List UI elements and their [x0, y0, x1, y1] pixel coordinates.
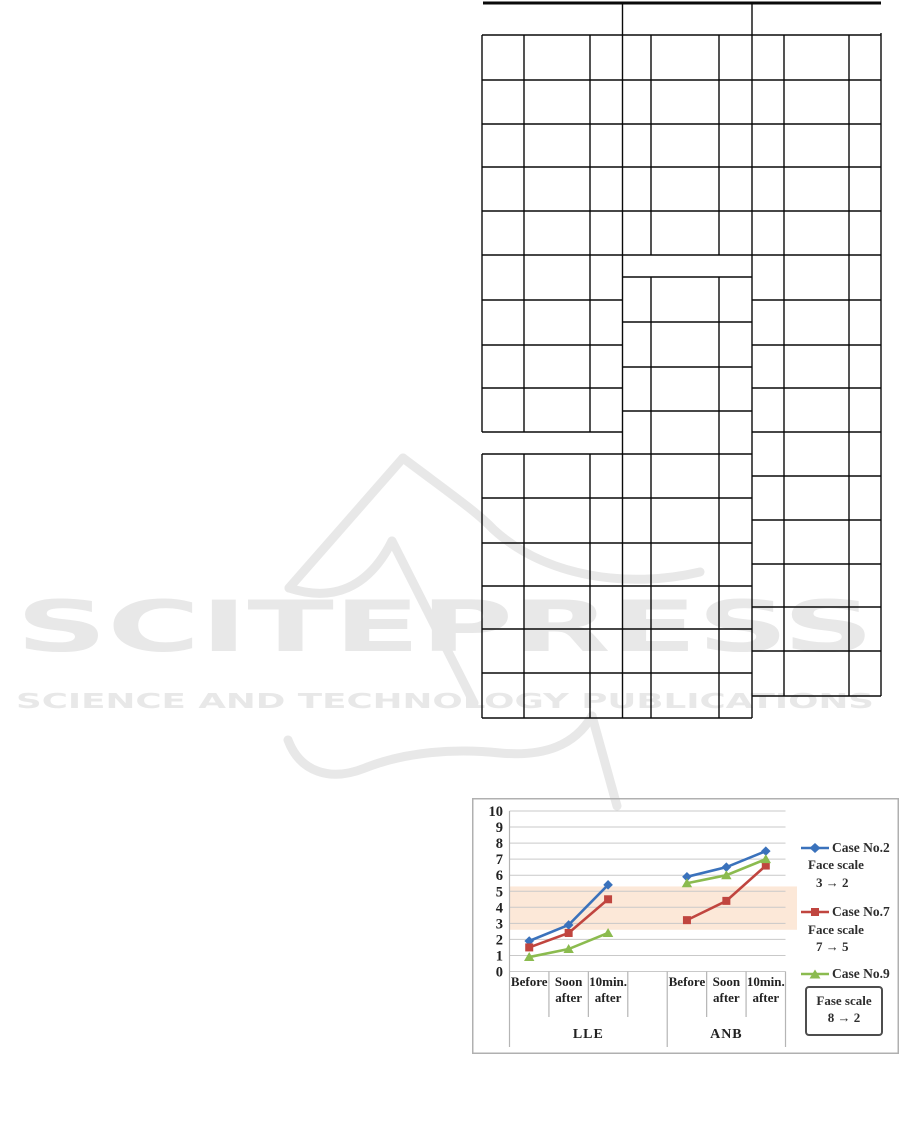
- svg-text:0: 0: [496, 965, 503, 981]
- legend-note: 7 → 5: [816, 939, 849, 954]
- legend-line-diamond-icon: [801, 843, 829, 853]
- svg-text:8: 8: [496, 836, 503, 852]
- figure-pain-scale-chart: 0 1 2 3 4 5 6 7 8 9 10 Before Soon after 10min. after Be…: [472, 798, 899, 1054]
- legend-label: Case No.7: [832, 904, 890, 919]
- legend-note: Face scale: [808, 857, 864, 872]
- fase-scale-line2: 8 → 2: [827, 1010, 861, 1025]
- legend-entry-case-no7: Case No.7: [800, 904, 890, 920]
- legend-note: 3 → 2: [816, 875, 849, 890]
- chart-legend: Case No.2 Face scale 3 → 2 Case No.7 Fac…: [472, 798, 899, 1054]
- watermark-subtitle: SCIENCE AND TECHNOLOGY PUBLICATIONS: [16, 689, 874, 713]
- svg-text:10: 10: [489, 804, 504, 820]
- svg-text:Soon: Soon: [555, 974, 583, 989]
- svg-text:ANB: ANB: [710, 1027, 743, 1042]
- svg-text:6: 6: [496, 868, 503, 884]
- svg-text:Soon: Soon: [713, 974, 741, 989]
- svg-text:7: 7: [496, 852, 503, 868]
- svg-text:after: after: [595, 990, 622, 1005]
- svg-text:after: after: [713, 990, 740, 1005]
- legend-label: Case No.2: [832, 840, 890, 855]
- watermark-title: SCITEPRESS: [16, 586, 874, 668]
- legend-note: Face scale: [808, 922, 864, 937]
- svg-text:3: 3: [496, 916, 503, 932]
- highlight-band: [509, 886, 797, 930]
- empty-table-grids: [481, 1, 882, 719]
- svg-text:9: 9: [496, 820, 503, 836]
- scitepress-logo-swoosh-icon: [283, 453, 705, 811]
- fase-scale-box: Fase scale 8 → 2: [805, 986, 883, 1036]
- svg-text:10min.: 10min.: [589, 974, 627, 989]
- legend-line-square-icon: [801, 908, 829, 916]
- svg-text:Before: Before: [511, 974, 548, 989]
- legend-entry-case-no9: Case No.9: [800, 966, 890, 982]
- svg-text:1: 1: [496, 948, 503, 964]
- svg-text:Before: Before: [669, 974, 706, 989]
- svg-text:after: after: [555, 990, 582, 1005]
- svg-text:10min.: 10min.: [747, 974, 785, 989]
- legend-entry-case-no2: Case No.2: [800, 840, 890, 856]
- svg-text:after: after: [752, 990, 779, 1005]
- fase-scale-line1: Fase scale: [816, 993, 872, 1008]
- svg-text:4: 4: [496, 900, 503, 916]
- svg-text:2: 2: [496, 932, 503, 948]
- legend-line-triangle-icon: [801, 969, 829, 979]
- svg-text:LLE: LLE: [573, 1027, 604, 1042]
- legend-label: Case No.9: [832, 966, 890, 981]
- svg-text:5: 5: [496, 884, 503, 900]
